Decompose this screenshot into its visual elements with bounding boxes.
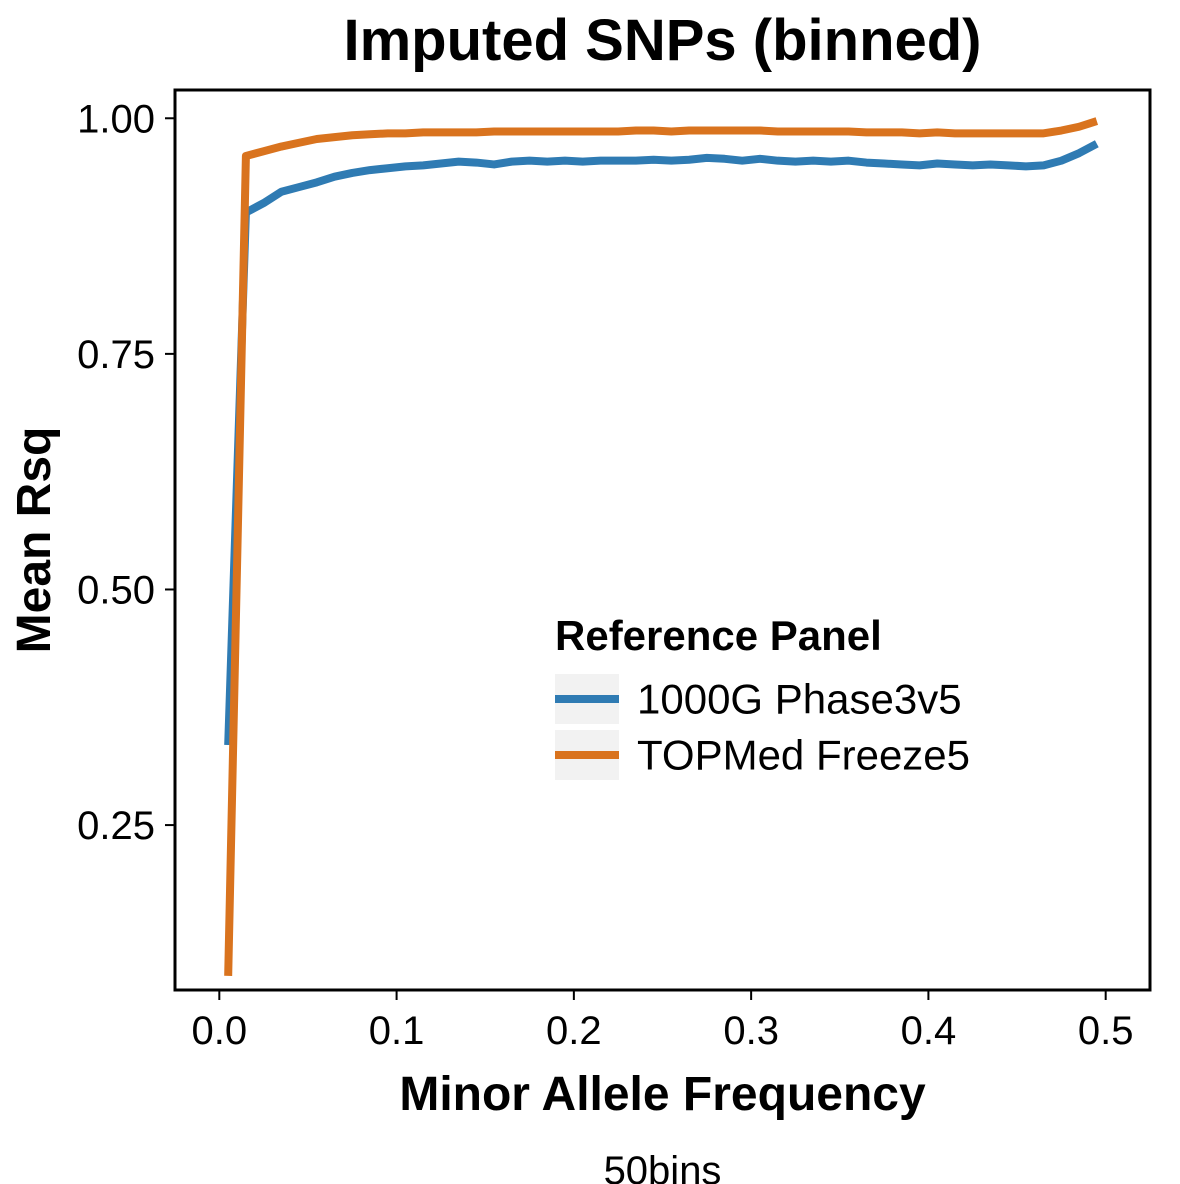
y-axis-label: Mean Rsq: [8, 427, 61, 654]
y-tick-label: 0.50: [77, 568, 155, 612]
legend-label: 1000G Phase3v5: [637, 676, 962, 723]
legend-label: TOPMed Freeze5: [637, 732, 970, 779]
x-tick-label: 0.3: [723, 1009, 779, 1053]
chart-caption: 50bins: [604, 1149, 722, 1184]
x-axis-label: Minor Allele Frequency: [399, 1068, 926, 1121]
chart-title: Imputed SNPs (binned): [344, 8, 982, 73]
x-tick-label: 0.2: [546, 1009, 602, 1053]
x-tick-label: 0.1: [369, 1009, 425, 1053]
chart-container: { "chart": { "type": "line", "width": 11…: [0, 0, 1180, 1184]
x-tick-label: 0.5: [1078, 1009, 1134, 1053]
y-tick-label: 1.00: [77, 97, 155, 141]
legend-title: Reference Panel: [555, 612, 882, 659]
y-tick-label: 0.75: [77, 333, 155, 377]
y-tick-label: 0.25: [77, 804, 155, 848]
line-chart: Imputed SNPs (binned)0.00.10.20.30.40.50…: [0, 0, 1180, 1184]
x-tick-label: 0.0: [192, 1009, 248, 1053]
x-tick-label: 0.4: [901, 1009, 957, 1053]
